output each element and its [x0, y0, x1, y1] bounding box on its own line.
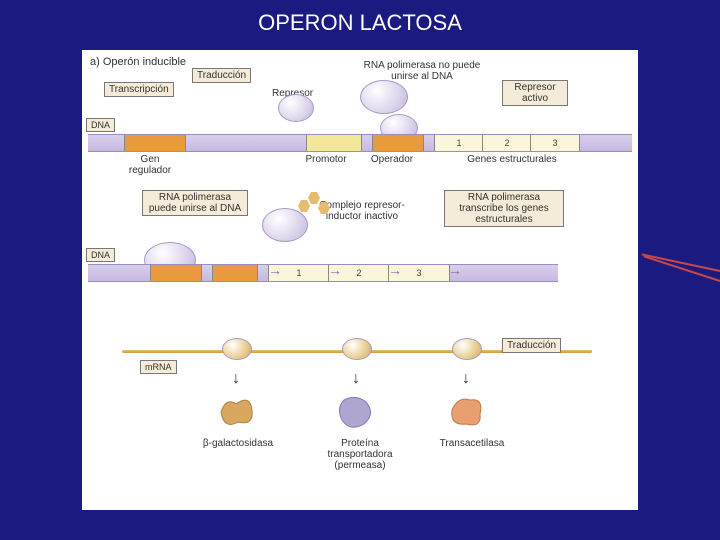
- rna-pol-can-box: RNA polimerasa puede unirse al DNA: [142, 190, 248, 216]
- gene-3-a: 3: [530, 135, 580, 151]
- tx-arrow-3: →: [388, 262, 402, 278]
- protein-1-shape: [216, 392, 256, 432]
- promotor-seg-b: [150, 265, 202, 281]
- mrna-label: mRNA: [140, 360, 177, 374]
- inductor-hex-1: [298, 200, 310, 212]
- promotor-seg: [306, 135, 362, 151]
- rna-transcribe-box: RNA polimerasa transcribe los genes estr…: [444, 190, 564, 227]
- protein-3-shape: [446, 392, 486, 432]
- tx-arrow-4: →: [448, 262, 462, 278]
- traduccion-box-a: Traducción: [192, 68, 251, 83]
- tx-arrow-2: →: [328, 262, 342, 278]
- traduccion-box-c: Traducción: [502, 338, 561, 353]
- rna-pol-cannot-label: RNA polimerasa no puede unirse al DNA: [362, 60, 482, 82]
- protein-1-label: β-galactosidasa: [198, 438, 278, 449]
- gene-1-a: 1: [434, 135, 484, 151]
- diagram-container: a) Operón inducible Transcripción Traduc…: [82, 50, 638, 510]
- slide-accent: [680, 260, 720, 320]
- dna-label-a: DNA: [86, 118, 115, 132]
- operador-seg: [372, 135, 424, 151]
- represor-shape: [278, 94, 314, 122]
- represor-activo-box: Represor activo: [502, 80, 568, 106]
- dna-strip-b: 1 2 3: [88, 264, 558, 282]
- protein-3-label: Transacetilasa: [432, 438, 512, 449]
- complejo-shape: [262, 208, 308, 242]
- ribosome-3: [452, 338, 482, 360]
- slide-title: OPERON LACTOSA: [0, 10, 720, 36]
- dna-label-b: DNA: [86, 248, 115, 262]
- promotor-label: Promotor: [298, 154, 354, 165]
- down-arrow-3: ↓: [462, 370, 470, 388]
- down-arrow-1: ↓: [232, 370, 240, 388]
- operador-label: Operador: [364, 154, 420, 165]
- ribosome-1: [222, 338, 252, 360]
- protein-2-label: Proteína transportadora (permeasa): [312, 438, 408, 471]
- genes-estructurales-label: Genes estructurales: [452, 154, 572, 165]
- operador-seg-b: [212, 265, 258, 281]
- tx-arrow-1: →: [268, 262, 282, 278]
- protein-2-shape: [336, 392, 376, 432]
- panel-a-heading: a) Operón inducible: [90, 56, 186, 68]
- down-arrow-2: ↓: [352, 370, 360, 388]
- transcripcion-box: Transcripción: [104, 82, 174, 97]
- ribosome-2: [342, 338, 372, 360]
- gen-regulador-seg: [124, 135, 186, 151]
- gen-regulador-label: Gen regulador: [120, 154, 180, 176]
- gene-2-a: 2: [482, 135, 532, 151]
- rna-pol-a: [360, 80, 408, 114]
- dna-strip-a: 1 2 3: [88, 134, 632, 152]
